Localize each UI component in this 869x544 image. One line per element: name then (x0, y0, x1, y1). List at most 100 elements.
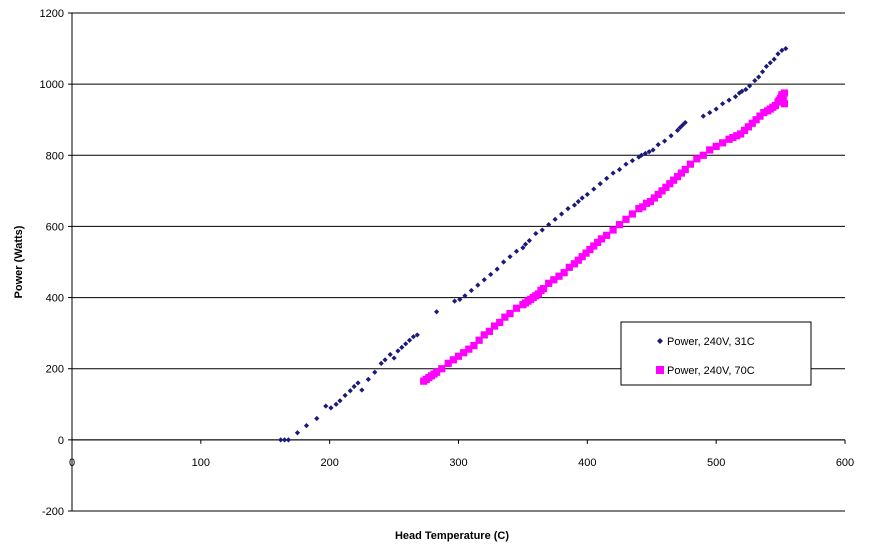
series-2-point-30 (545, 279, 553, 287)
series-1-point-2 (285, 437, 292, 443)
series-1-point-56 (616, 166, 623, 173)
series-1-point-0 (278, 437, 284, 443)
series-1-point-50 (579, 195, 585, 201)
series-2-point-76 (760, 109, 768, 117)
series-2-point-19 (506, 309, 514, 318)
series-1-point-52 (591, 186, 597, 192)
y-tick-label-400: 400 (46, 293, 64, 305)
legend-markers (656, 338, 664, 374)
series-1-point-10 (342, 392, 348, 398)
series-2-point-40 (590, 242, 598, 250)
series-2-point-10 (460, 349, 468, 357)
series-1-point-1 (281, 437, 288, 443)
series-2 (420, 89, 789, 385)
series-2-point-45 (615, 221, 624, 229)
series-1-point-13 (355, 380, 361, 386)
series-1-point-67 (674, 127, 681, 133)
series-2-point-65 (712, 142, 720, 150)
series-1-point-86 (771, 56, 777, 62)
series-1-point-53 (597, 181, 603, 187)
series-1-point-62 (646, 149, 652, 155)
series-2-point-34 (565, 263, 573, 271)
series-1-point-82 (756, 74, 762, 80)
series-2-point-31 (550, 276, 558, 284)
series-1-point-17 (378, 360, 384, 366)
series-2-point-7 (444, 359, 452, 367)
series-1-point-81 (752, 77, 758, 84)
series-1-point-83 (759, 69, 766, 75)
x-tick-label-600: 600 (836, 457, 854, 469)
series-1-point-65 (662, 138, 668, 144)
series-1-point-60 (638, 152, 645, 158)
series-2-point-67 (725, 135, 733, 143)
series-2-point-12 (470, 341, 478, 350)
series-1-point-44 (546, 222, 552, 228)
series-1-point-84 (763, 63, 770, 69)
series-1-point-59 (636, 154, 642, 160)
series-2-point-14 (480, 331, 488, 339)
series-2-point-53 (654, 190, 662, 199)
series-1-point-6 (323, 403, 329, 409)
x-tick-label-500: 500 (707, 457, 725, 469)
series-1-point-72 (707, 110, 713, 116)
y-tick-label-800: 800 (46, 150, 64, 162)
series-2-point-37 (578, 253, 586, 261)
series-1-point-80 (747, 83, 753, 89)
series-2-point-70 (737, 130, 745, 138)
series-2-point-88 (780, 100, 789, 108)
series-2-point-73 (748, 119, 756, 127)
series-1-point-35 (494, 266, 500, 272)
series-1-point-7 (328, 405, 334, 411)
series-2-point-62 (693, 155, 701, 163)
series-2-point-60 (681, 165, 689, 174)
series-2-point-16 (490, 322, 499, 330)
legend: Power, 240V, 31C Power, 240V, 70C (620, 321, 812, 386)
series-1-point-70 (682, 119, 688, 126)
series-1-point-48 (571, 202, 578, 208)
series-2-point-61 (686, 160, 694, 168)
series-1-point-58 (629, 158, 636, 164)
series-1-point-51 (584, 191, 590, 198)
series-1-point-73 (713, 106, 719, 112)
series-2-point-63 (699, 151, 707, 159)
series-2-point-8 (449, 356, 457, 364)
series-1-point-42 (533, 230, 539, 237)
series-1-point-5 (314, 415, 320, 422)
series-1-point-38 (513, 248, 520, 254)
series-2-point-29 (539, 285, 548, 293)
data-series (278, 45, 789, 443)
series-2-point-66 (719, 139, 727, 147)
series-2-point-11 (465, 345, 473, 353)
series-2-point-74 (752, 116, 760, 124)
series-1-point-28 (452, 298, 458, 304)
series-1-point-26 (414, 332, 420, 338)
series-2-point-36 (574, 256, 582, 264)
series-2-point-54 (658, 187, 666, 195)
series-1-point-16 (372, 369, 378, 375)
series-1-point-18 (382, 357, 388, 363)
series-2-point-33 (560, 269, 568, 277)
series-2-point-56 (666, 180, 674, 188)
series-1-point-69 (680, 122, 686, 128)
series-1-point-46 (558, 211, 565, 217)
series-2-point-52 (650, 194, 658, 202)
y-tick-label-200: 200 (46, 364, 64, 376)
series-1-point-21 (395, 348, 401, 354)
x-tick-label-100: 100 (192, 457, 210, 469)
series-1-point-19 (387, 351, 393, 358)
series-1-point-36 (500, 259, 507, 265)
series-1-point-33 (481, 277, 487, 283)
series-1-point-43 (539, 227, 545, 233)
series-1-point-54 (604, 175, 610, 182)
series-1-point-30 (462, 293, 468, 299)
series-2-point-9 (454, 352, 463, 360)
series-2-point-57 (670, 176, 678, 184)
series-2-point-17 (496, 318, 504, 327)
series-1-point-57 (623, 161, 629, 167)
series-1-point-45 (552, 216, 558, 222)
series-2-point-18 (501, 313, 509, 321)
series-2-point-68 (729, 133, 737, 142)
series-2-point-15 (485, 327, 494, 335)
series-1-point-47 (565, 206, 571, 212)
series-2-point-48 (635, 205, 643, 213)
